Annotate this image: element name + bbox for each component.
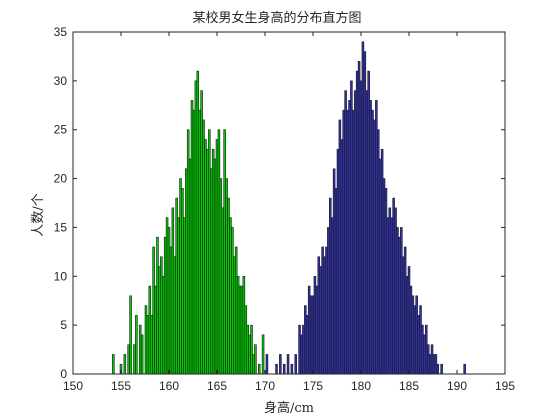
x-tick-label: 185 — [399, 379, 419, 393]
x-tick-label: 150 — [63, 379, 83, 393]
histogram-bar — [286, 354, 290, 375]
x-tick-label: 195 — [495, 379, 515, 393]
x-tick-label: 155 — [111, 379, 131, 393]
x-tick-label: 160 — [159, 379, 179, 393]
histogram-bar — [282, 363, 286, 375]
plot-area: 150 155 160 165 170 175 180 185 190 195 0 5 10 15 20 2… — [54, 25, 516, 393]
y-tick-label: 30 — [54, 74, 68, 88]
histogram-bar — [279, 354, 282, 375]
histogram-bar — [265, 354, 269, 375]
histogram-bar — [275, 363, 278, 375]
histogram-bar — [254, 344, 257, 375]
x-tick-label: 165 — [207, 379, 227, 393]
histogram-bar — [440, 363, 443, 375]
x-tick-label: 190 — [447, 379, 467, 393]
histogram-bar — [140, 334, 144, 375]
histogram-bar — [436, 363, 440, 375]
chart-title: 某校男女生身高的分布直方图 — [192, 10, 361, 26]
x-axis-label: 身高/cm — [264, 400, 314, 416]
histogram-bar — [129, 295, 132, 375]
y-tick-label: 0 — [60, 367, 67, 381]
histogram-bar — [290, 363, 294, 375]
y-tick-label: 20 — [54, 172, 68, 186]
histogram-bar — [257, 363, 261, 375]
y-tick-label: 5 — [60, 318, 67, 332]
y-axis-ticks: 0 5 10 15 20 25 30 35 — [54, 25, 505, 381]
x-axis-ticks: 150 155 160 165 170 175 180 185 190 195 — [63, 32, 515, 393]
histogram-bar — [123, 354, 127, 375]
axes-background — [73, 32, 505, 374]
x-tick-label: 180 — [351, 379, 371, 393]
x-tick-label: 175 — [303, 379, 323, 393]
y-tick-label: 35 — [54, 25, 68, 39]
histogram-bar — [463, 363, 466, 375]
y-tick-label: 15 — [54, 220, 68, 234]
histogram-bar — [261, 334, 265, 375]
y-tick-label: 25 — [54, 123, 68, 137]
axes-box — [72, 31, 506, 375]
histogram-bar — [112, 354, 115, 375]
y-tick-label: 10 — [54, 269, 68, 283]
x-tick-label: 170 — [255, 379, 275, 393]
histogram-bar — [294, 354, 297, 375]
histogram-bar — [135, 315, 138, 375]
y-axis-label: 人数/个 — [31, 193, 46, 236]
